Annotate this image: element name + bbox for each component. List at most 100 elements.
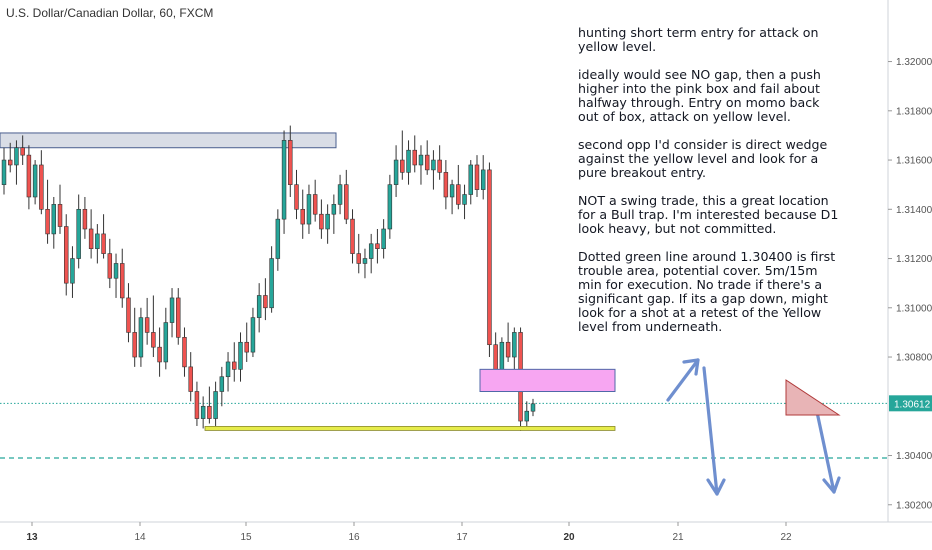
price-tick-label: 1.31200	[896, 254, 932, 265]
candle-body	[443, 172, 449, 198]
candle-body	[400, 159, 405, 173]
current-price-badge	[889, 395, 932, 412]
candle-body	[424, 154, 430, 171]
symbol-title: U.S. Dollar/Canadian Dollar, 60, FXCM	[6, 6, 214, 20]
candle-body	[132, 332, 137, 358]
candle-body	[263, 295, 268, 309]
candle-body	[456, 184, 461, 205]
candle-body	[288, 140, 293, 185]
candle-body	[499, 341, 505, 373]
candle-body	[524, 410, 530, 422]
candle-body	[14, 147, 19, 166]
candle-body	[151, 332, 156, 348]
arrow-down-head	[706, 478, 726, 496]
note-paragraph: NOT a swing trade, this a great location…	[578, 193, 839, 236]
candle-body	[120, 263, 125, 299]
candle-body	[76, 208, 81, 259]
candle-body	[319, 213, 324, 230]
arrow-up	[666, 358, 700, 402]
candle-body	[1, 159, 7, 185]
candle-body	[176, 297, 181, 338]
candle-body	[144, 317, 150, 333]
candle-body	[194, 391, 200, 419]
price-tick-label: 1.32000	[896, 57, 932, 68]
candle-body	[312, 194, 318, 215]
arrow-down	[702, 366, 719, 496]
candle-body	[64, 226, 69, 284]
candle-body	[70, 258, 75, 284]
price-tick-label: 1.31800	[896, 106, 932, 117]
candle-body	[138, 317, 144, 358]
time-tick-label: 22	[780, 532, 792, 543]
candle-body	[219, 376, 225, 392]
candle-body	[418, 154, 424, 166]
candle-body	[32, 164, 38, 198]
candle-body	[337, 184, 343, 205]
candle-body	[95, 233, 100, 249]
candle-body	[163, 322, 169, 363]
price-tick-label: 1.31600	[896, 156, 932, 167]
candle-body	[20, 147, 25, 156]
note-paragraph: Dotted green line around 1.30400 is firs…	[578, 249, 836, 334]
candle-body	[431, 159, 436, 171]
candle-body	[362, 258, 368, 264]
candle-body	[512, 332, 517, 358]
candle-body	[207, 405, 212, 419]
candle-body	[225, 361, 231, 378]
time-tick-label: 16	[348, 532, 360, 543]
candle-body	[487, 169, 492, 346]
candle-body	[356, 253, 361, 264]
candle-body	[256, 295, 262, 318]
candle-body	[493, 344, 498, 373]
candle-body	[250, 317, 256, 353]
candle-body	[107, 253, 113, 279]
candle-body	[368, 243, 374, 259]
candle-body	[300, 208, 305, 225]
candle-body	[57, 204, 63, 227]
candle-body	[182, 337, 187, 368]
candle-body	[306, 194, 312, 225]
yellow-level	[204, 426, 616, 431]
candle-body	[113, 263, 119, 279]
candle-body	[350, 218, 355, 254]
candle-body	[39, 164, 44, 210]
candle-body	[82, 208, 88, 230]
candle-body	[45, 208, 50, 235]
candle-body	[275, 218, 281, 259]
candle-body	[281, 140, 287, 220]
candle-body	[244, 341, 249, 353]
candle-body	[468, 164, 473, 195]
candle-body	[238, 341, 243, 370]
candle-body	[213, 391, 218, 419]
candle-body	[412, 149, 417, 166]
candle-body	[505, 341, 511, 358]
time-tick-label: 13	[26, 532, 38, 543]
candle-body	[325, 213, 330, 230]
price-tick-label: 1.30200	[896, 500, 932, 511]
candle-body	[7, 159, 13, 166]
price-tick-label: 1.30400	[896, 451, 932, 462]
price-tick-label: 1.31000	[896, 303, 932, 314]
time-tick-label: 17	[456, 532, 468, 543]
candle-body	[474, 164, 480, 190]
time-tick-label: 21	[672, 532, 684, 543]
price-tick-label: 1.30800	[896, 353, 932, 364]
time-tick-label: 15	[240, 532, 252, 543]
candle-body	[437, 159, 442, 173]
arrow-down-2	[815, 410, 836, 494]
candle-body	[157, 346, 162, 363]
triangle-shape	[785, 379, 841, 416]
candle-body	[375, 243, 380, 249]
note-paragraph: second opp I'd consider is direct wedge …	[578, 137, 828, 180]
note-paragraph: hunting short term entry for attack on y…	[578, 25, 819, 54]
candle-body	[406, 149, 411, 173]
candle-body	[101, 233, 106, 254]
candle-body	[530, 403, 536, 412]
current-price-label: 1.30612	[894, 399, 931, 410]
candle-body	[126, 297, 131, 333]
candle-body	[294, 184, 299, 210]
candle-body	[331, 204, 337, 215]
candle-body	[480, 169, 486, 190]
